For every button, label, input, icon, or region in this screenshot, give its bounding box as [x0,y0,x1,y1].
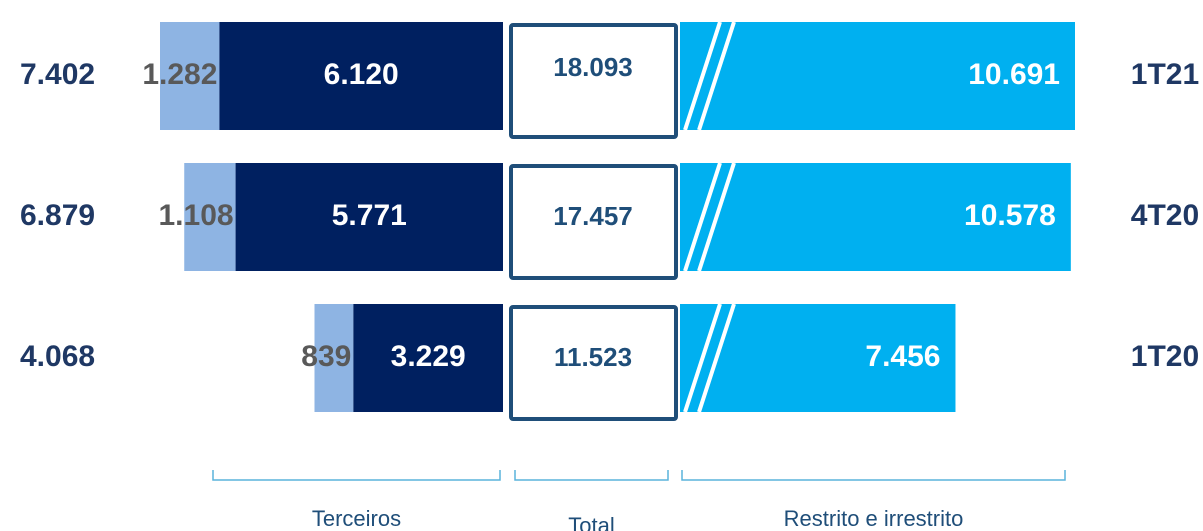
data-label: 10.578 [964,199,1056,232]
break-mark [697,162,736,272]
bar-segment [219,22,503,130]
break-mark [683,303,722,413]
total-box [509,305,678,421]
data-label: 3.229 [391,340,466,373]
data-label: 1.282 [142,58,217,91]
total-label: 7.402 [20,58,95,91]
total-box [509,23,678,139]
group-bracket [514,470,669,481]
total-value: 11.523 [554,342,632,372]
data-label: 6.120 [324,58,399,91]
category-label: 1T21 [1131,58,1199,91]
bar-segment [680,163,1071,271]
total-value: 17.457 [553,201,633,231]
total-box [509,164,678,280]
group-bracket [681,470,1066,481]
bar-segment [160,22,220,130]
break-mark [683,21,722,131]
group-label: Terceiros [312,506,401,531]
break-mark [683,162,722,272]
total-label: 4.068 [20,340,95,373]
bar-segment [680,304,956,412]
group-label: Restrito e irrestrito [784,506,964,531]
data-label: 10.691 [968,58,1060,91]
data-label: 7.456 [865,340,940,373]
data-label: 839 [301,340,351,373]
group-bracket [212,470,501,481]
data-label: 1.108 [159,199,234,232]
total-label: 6.879 [20,199,95,232]
category-label: 4T20 [1131,199,1199,232]
bar-segment [680,22,1075,130]
bar-segment [314,304,354,412]
bar-segment [184,163,236,271]
data-label: 5.771 [332,199,407,232]
break-mark [697,21,736,131]
group-label: Total [568,513,614,531]
total-value: 18.093 [553,52,633,82]
category-label: 1T20 [1131,340,1199,373]
break-mark [697,303,736,413]
bar-segment [235,163,504,271]
bar-segment [353,304,503,412]
